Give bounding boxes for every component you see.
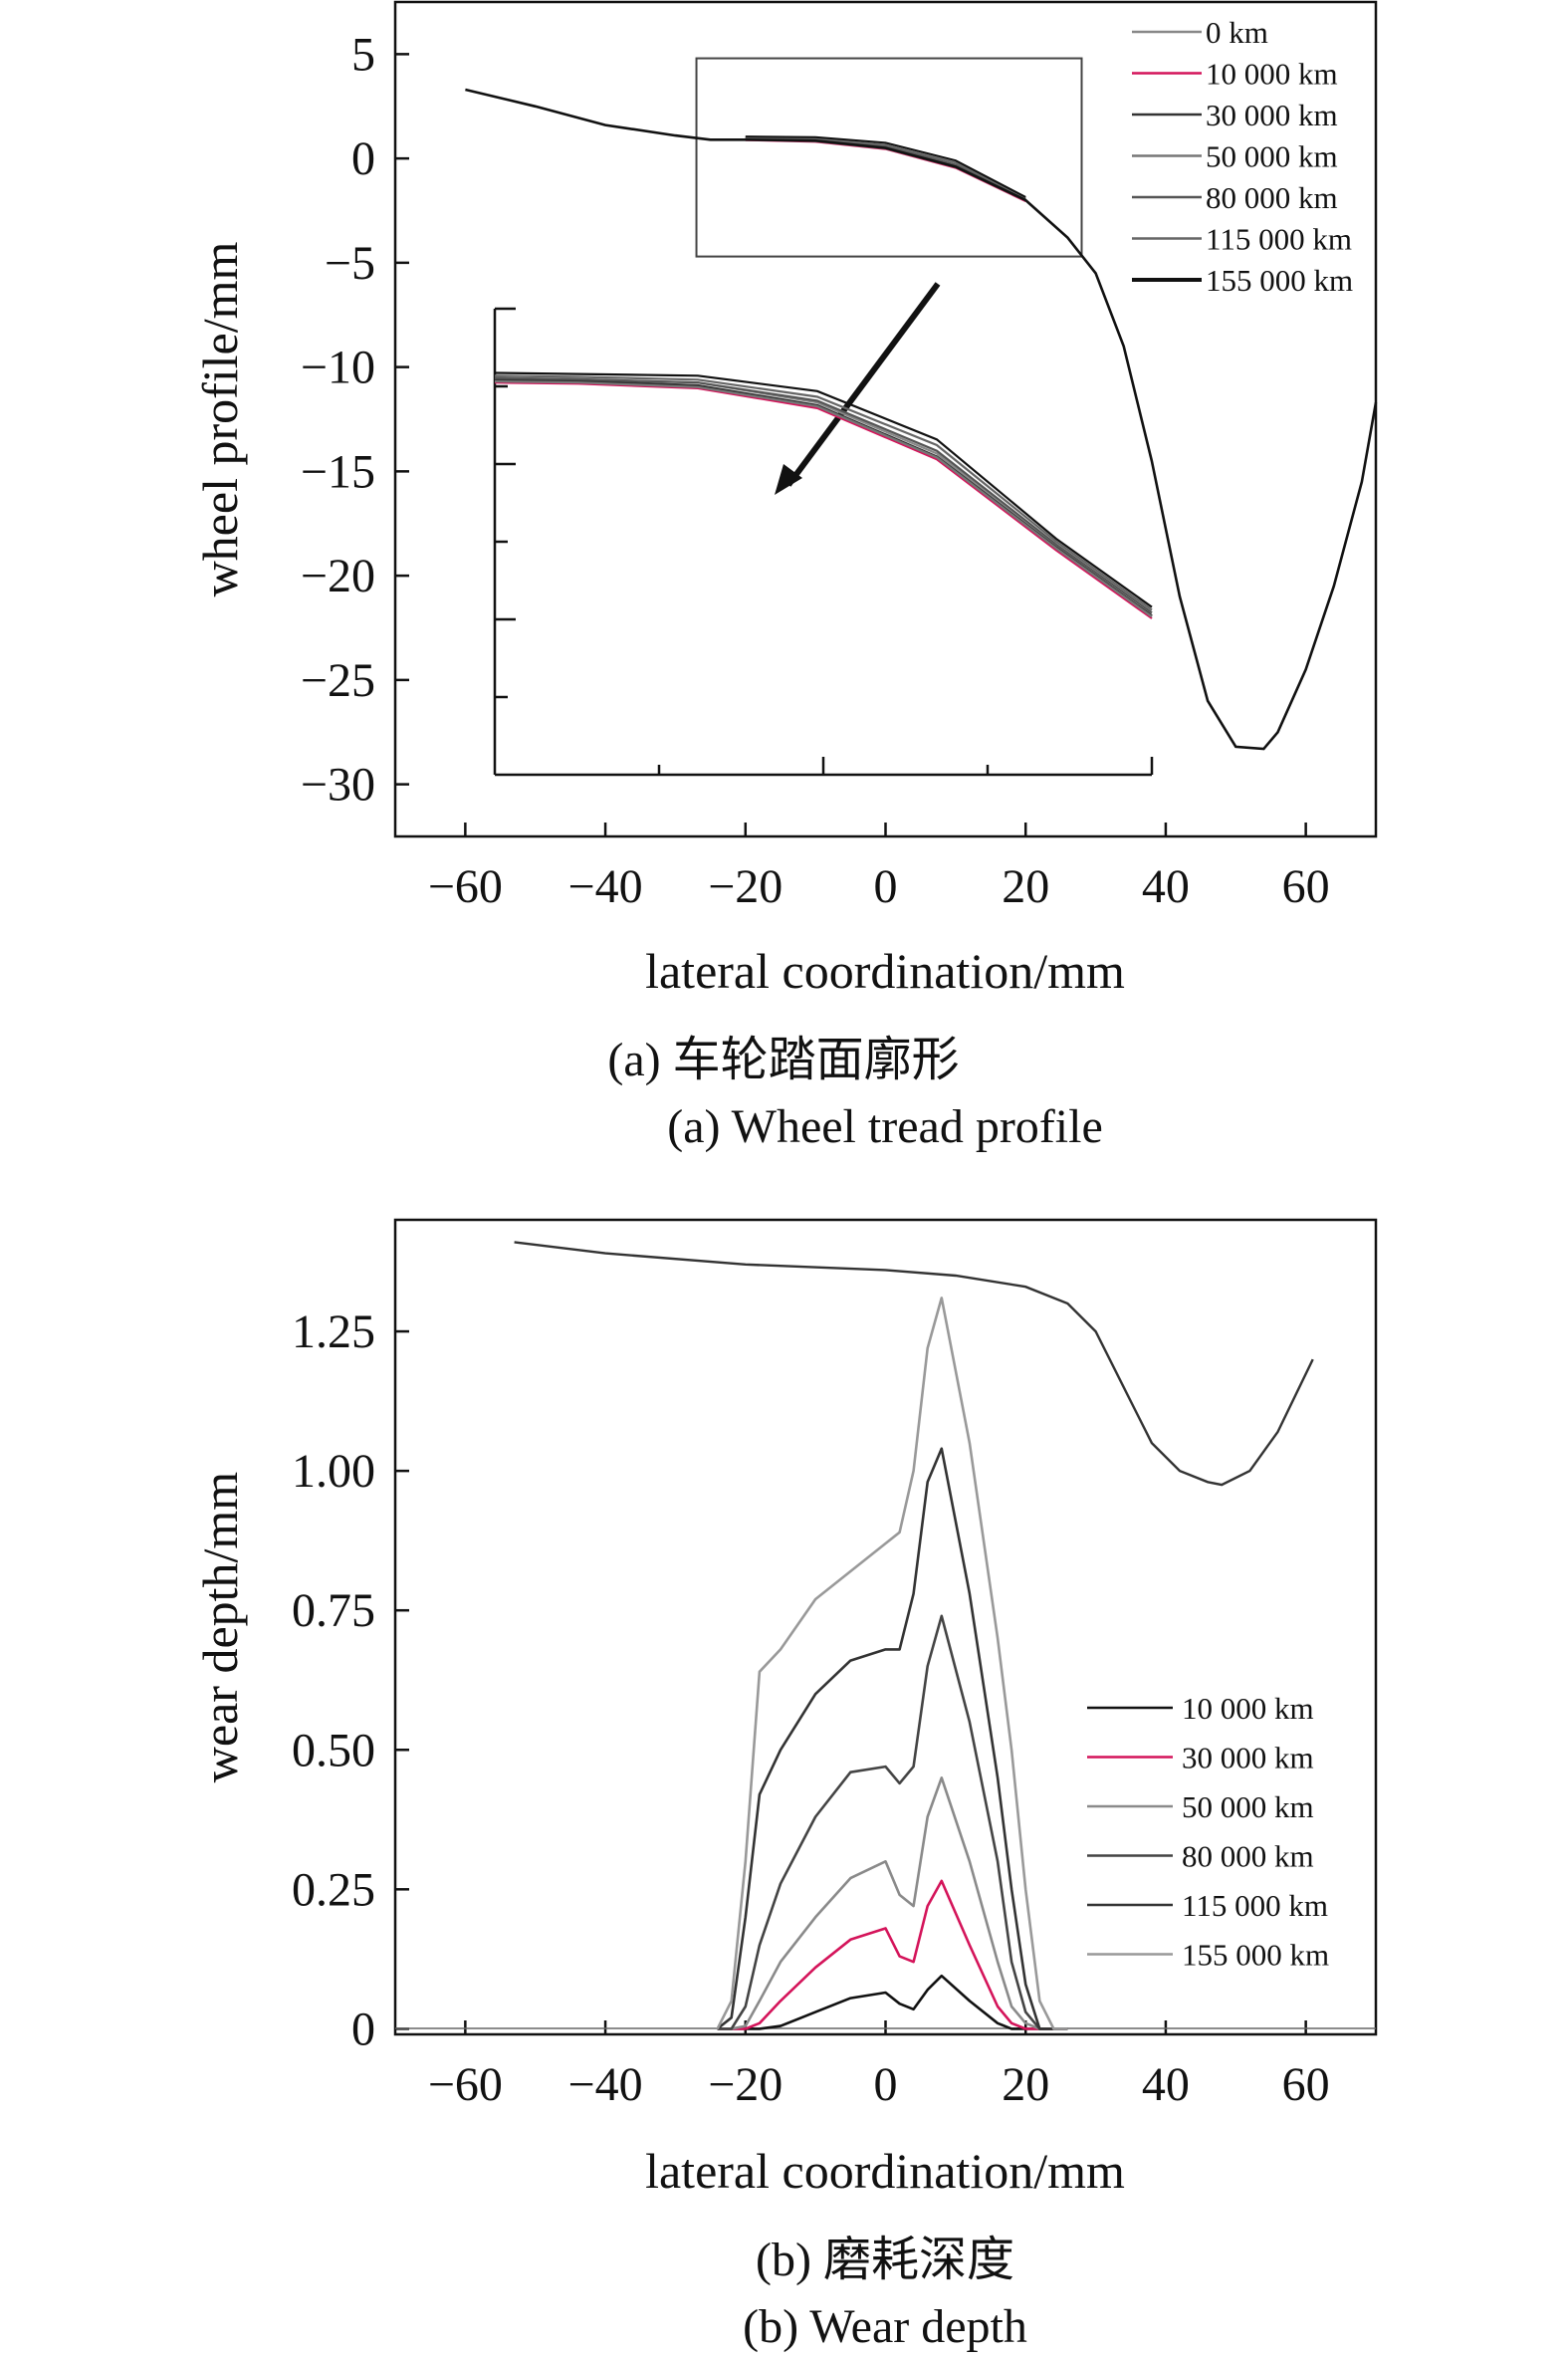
y-tick-label-a: −15 xyxy=(301,445,375,498)
series-line-a xyxy=(745,135,1026,198)
x-tick-label-a: −60 xyxy=(428,860,503,913)
series-line-b xyxy=(716,1447,1068,2030)
legend-label-a: 115 000 km xyxy=(1206,222,1352,257)
reference-profile-line xyxy=(514,1241,1314,1487)
x-tick-label-b: −60 xyxy=(428,2058,503,2111)
inset-series-line xyxy=(494,371,1153,608)
zoom-arrow-head xyxy=(775,464,802,495)
x-tick-label-b: 60 xyxy=(1282,2058,1330,2111)
x-tick-label-b: 40 xyxy=(1142,2058,1190,2111)
y-tick-label-a: −10 xyxy=(301,342,375,394)
chart-wear-depth: −60 −40 −20 0 20 40 60 1.25 1.00 0.75 0.50 0.25 0 1… xyxy=(192,1218,1378,2353)
x-tick-label-a: −20 xyxy=(708,860,783,913)
legend-label-a: 0 km xyxy=(1206,15,1268,50)
inset-series-line xyxy=(494,378,1153,617)
legend-label-b: 30 000 km xyxy=(1182,1741,1314,1775)
x-axis-label-a: lateral coordination/mm xyxy=(645,943,1125,999)
legend-label-b: 10 000 km xyxy=(1182,1691,1314,1726)
y-tick-label-a: −30 xyxy=(301,759,375,812)
x-tick-label-b: 20 xyxy=(1002,2058,1049,2111)
x-tick-label-a: 20 xyxy=(1002,860,1049,913)
legend-label-a: 30 000 km xyxy=(1206,98,1338,132)
y-tick-label-a: 5 xyxy=(351,28,375,81)
series-line-b xyxy=(716,1297,1068,2030)
y-tick-label-a: −5 xyxy=(325,237,375,290)
x-tick-label-a: 0 xyxy=(874,860,898,913)
zoom-box xyxy=(695,57,1083,258)
caption-a-cn: (a) 车轮踏面廓形 xyxy=(607,1034,959,1086)
y-axis-label-a: wheel profile/mm xyxy=(192,241,248,596)
inset-series-line xyxy=(494,377,1153,617)
legend-label-b: 115 000 km xyxy=(1182,1888,1328,1923)
y-tick-label-a: −25 xyxy=(301,654,375,707)
inset-plot xyxy=(493,307,1154,777)
y-tick-label-b: 0 xyxy=(351,2003,375,2055)
y-axis-label-b: wear depth/mm xyxy=(192,1472,248,1783)
legend-label-b: 155 000 km xyxy=(1182,1938,1329,1973)
y-tick-label-a: −20 xyxy=(301,550,375,602)
legend-label-b: 50 000 km xyxy=(1182,1789,1314,1824)
caption-b-en: (b) Wear depth xyxy=(743,2300,1027,2353)
series-line-b xyxy=(717,1776,1068,2030)
y-tick-label-b: 0.75 xyxy=(292,1584,375,1637)
x-tick-label-a: 60 xyxy=(1282,860,1330,913)
x-tick-label-b: −40 xyxy=(568,2058,643,2111)
caption-b-cn: (b) 磨耗深度 xyxy=(756,2234,1014,2286)
legend-label-a: 50 000 km xyxy=(1206,139,1338,174)
legend-label-a: 10 000 km xyxy=(1206,57,1338,92)
x-tick-label-b: 0 xyxy=(874,2058,898,2111)
inset-series-line xyxy=(494,381,1153,619)
x-axis-label-b: lateral coordination/mm xyxy=(645,2143,1125,2199)
inset-series-line xyxy=(494,380,1153,618)
series-line-a xyxy=(745,136,1026,199)
inset-series-line xyxy=(494,374,1153,611)
y-tick-label-a: 0 xyxy=(351,132,375,185)
series-line-b xyxy=(717,1879,1068,2030)
legend-b: 10 000 km 30 000 km 50 000 km 80 000 km 115 … xyxy=(1087,1691,1329,1973)
y-tick-label-b: 0.25 xyxy=(292,1863,375,1916)
y-tick-label-b: 1.25 xyxy=(292,1305,375,1358)
x-tick-label-b: −20 xyxy=(708,2058,783,2111)
legend-label-b: 80 000 km xyxy=(1182,1839,1314,1874)
legend-label-a: 155 000 km xyxy=(1206,263,1353,298)
x-tick-label-a: −40 xyxy=(568,860,643,913)
y-tick-label-b: 1.00 xyxy=(292,1445,375,1498)
zoom-arrow-line xyxy=(785,282,941,487)
y-tick-label-b: 0.50 xyxy=(292,1724,375,1776)
chart-wheel-tread-profile: −60 −40 −20 0 20 40 60 5 0 −5 −10 −15 −20 −25 −30 0 k… xyxy=(192,0,1378,1153)
base-profile-line xyxy=(465,88,1378,751)
legend-a: 0 km 10 000 km 30 000 km 50 000 km 80 000 km… xyxy=(1132,15,1353,298)
x-tick-label-a: 40 xyxy=(1142,860,1190,913)
series-line-b xyxy=(717,1614,1068,2030)
inset-series-line xyxy=(494,376,1153,614)
legend-label-a: 80 000 km xyxy=(1206,180,1338,215)
caption-a-en: (a) Wheel tread profile xyxy=(667,1100,1103,1153)
